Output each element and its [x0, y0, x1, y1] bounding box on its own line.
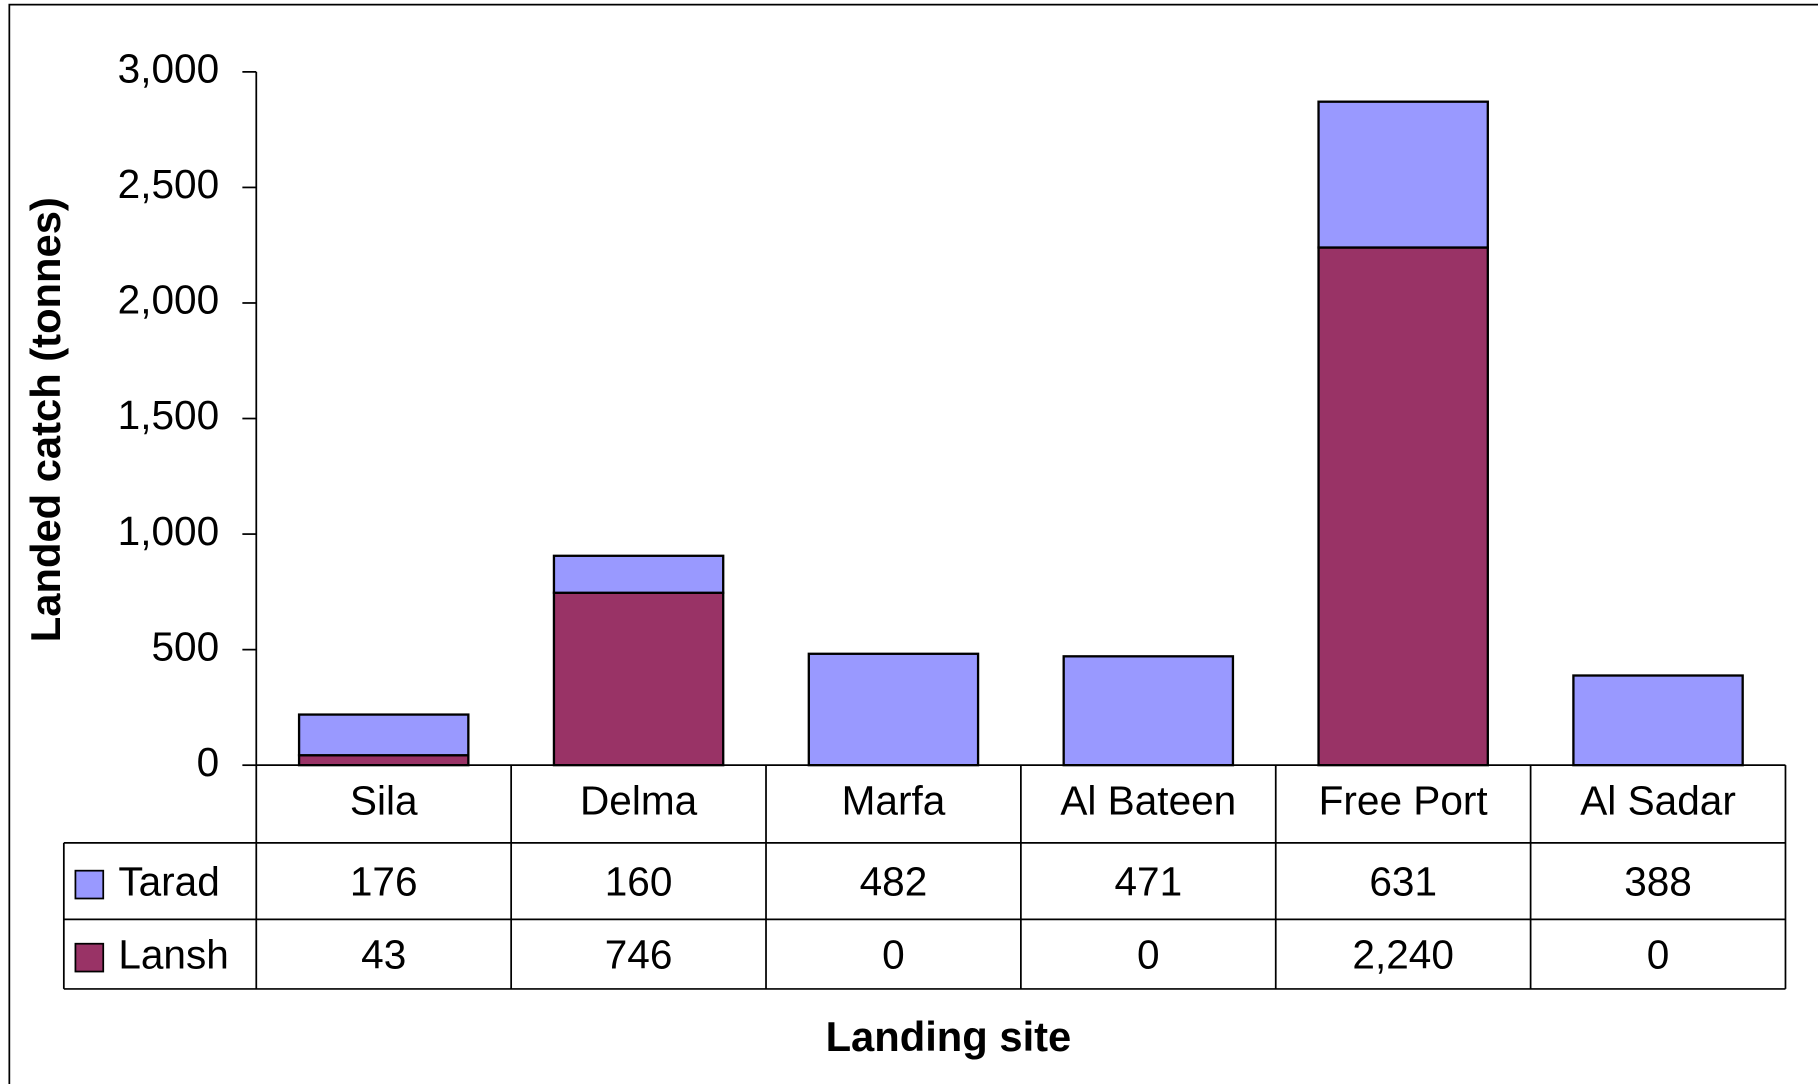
x-tick-label: Marfa — [842, 778, 946, 824]
y-tick-label: 1,500 — [118, 392, 220, 438]
x-tick-label: Free Port — [1319, 778, 1488, 824]
table-value: 471 — [1114, 858, 1182, 904]
legend-label: Lansh — [118, 931, 229, 977]
bar-segment — [552, 591, 725, 767]
table-value: 2,240 — [1352, 931, 1454, 977]
table-value: 482 — [860, 858, 928, 904]
bar-segment — [1317, 246, 1489, 767]
table-value: 0 — [882, 931, 905, 977]
x-tick-label: Sila — [350, 778, 418, 824]
bar-segment — [297, 754, 470, 767]
table-value: 388 — [1624, 858, 1692, 904]
table-value: 176 — [350, 858, 418, 904]
legend-label: Tarad — [118, 858, 219, 904]
x-axis-label: Landing site — [826, 1013, 1072, 1060]
x-tick-label: Delma — [580, 778, 698, 824]
chart-border — [8, 3, 1818, 1084]
x-tick-label: Al Bateen — [1060, 778, 1236, 824]
bar-segment — [552, 554, 725, 594]
bar-segment — [807, 652, 980, 767]
y-axis-label: Landed catch (tonnes) — [22, 197, 69, 642]
table-value: 0 — [1137, 931, 1160, 977]
bar-segment — [1317, 100, 1489, 249]
table-value: 43 — [361, 931, 406, 977]
y-tick-label: 2,000 — [118, 277, 220, 323]
legend-swatch — [74, 869, 105, 900]
table-value: 631 — [1369, 858, 1437, 904]
bar-segment — [297, 713, 470, 757]
y-tick-label: 3,000 — [118, 46, 220, 92]
table-value: 746 — [605, 931, 673, 977]
bar-segment — [1572, 674, 1744, 767]
y-tick-label: 0 — [197, 739, 220, 785]
bar-segment — [1062, 655, 1235, 767]
y-tick-label: 2,500 — [118, 161, 220, 207]
table-value: 160 — [605, 858, 673, 904]
legend-swatch — [74, 942, 105, 973]
y-tick-label: 500 — [151, 623, 219, 669]
table-value: 0 — [1647, 931, 1670, 977]
x-tick-label: Al Sadar — [1580, 778, 1736, 824]
y-tick-label: 1,000 — [118, 508, 220, 554]
